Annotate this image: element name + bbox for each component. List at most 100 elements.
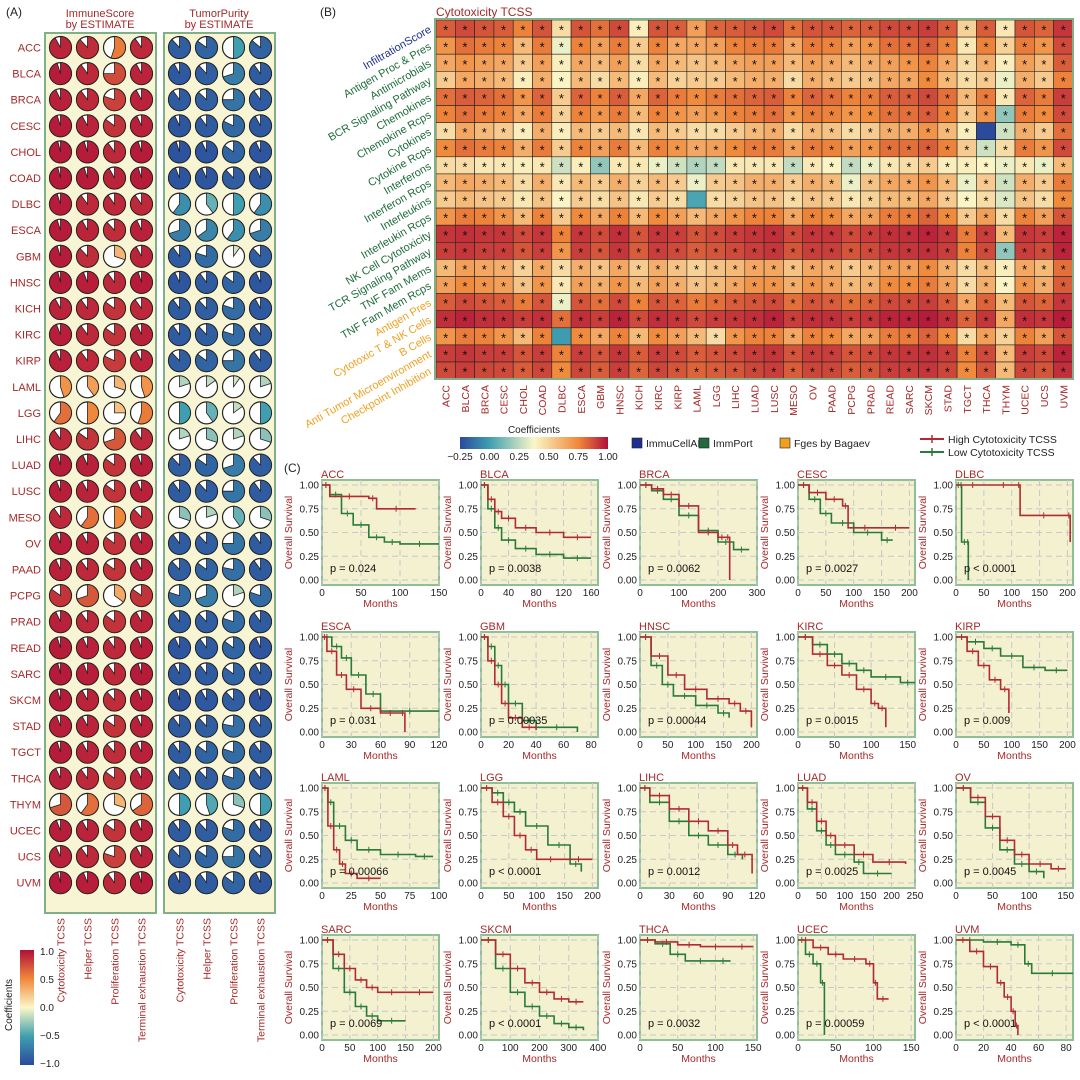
significance-star: * xyxy=(636,313,641,328)
significance-star: * xyxy=(1041,279,1046,294)
pie-slice xyxy=(103,479,126,503)
pie-slice xyxy=(103,871,126,895)
x-axis-label: Months xyxy=(681,750,715,762)
x-tick-label: 100 xyxy=(707,1043,724,1054)
pie-slice xyxy=(130,845,153,868)
colorbar-a-tick: 0.5 xyxy=(40,975,54,986)
cancer-label: BLCA xyxy=(12,69,41,81)
significance-star: * xyxy=(520,23,525,38)
significance-star: * xyxy=(868,296,873,311)
pie-slice xyxy=(49,62,72,85)
x-tick-label: 150 xyxy=(715,740,732,751)
pie-slice xyxy=(195,62,218,85)
significance-star: * xyxy=(655,176,660,191)
x-tick-label: 120 xyxy=(431,740,448,751)
pie-slice xyxy=(103,427,126,451)
significance-star: * xyxy=(520,91,525,106)
significance-star: * xyxy=(810,159,815,174)
significance-star: * xyxy=(1022,365,1027,380)
x-tick-label: 0 xyxy=(478,891,484,902)
significance-star: * xyxy=(810,245,815,260)
significance-star: * xyxy=(945,313,950,328)
pie-slice xyxy=(222,62,245,85)
y-tick-label: 0.00 xyxy=(300,576,320,587)
y-tick-label: 0.50 xyxy=(934,528,954,539)
significance-star: * xyxy=(1003,211,1008,226)
significance-star: * xyxy=(462,262,467,277)
significance-star: * xyxy=(887,125,892,140)
heatmap-column-label: GBM xyxy=(595,385,607,409)
significance-star: * xyxy=(752,296,757,311)
significance-star: * xyxy=(443,108,448,123)
x-tick-label: 75 xyxy=(404,891,416,902)
km-plot-background xyxy=(639,934,758,1041)
significance-star: * xyxy=(848,194,853,209)
x-axis-label: Months xyxy=(997,1053,1031,1065)
significance-star: * xyxy=(829,23,834,38)
pie-slice xyxy=(222,871,245,895)
significance-star: * xyxy=(868,176,873,191)
pie-slice xyxy=(114,584,126,603)
x-tick-label: 50 xyxy=(820,588,832,599)
pie-slice xyxy=(222,297,245,320)
heatmap-column-label: BRCA xyxy=(479,385,491,414)
km-plot-title: BRCA xyxy=(639,469,670,481)
heatmap-column-label: ESCA xyxy=(576,385,588,414)
significance-star: * xyxy=(501,108,506,123)
pie-slice xyxy=(49,766,72,790)
pie-slice xyxy=(49,297,72,320)
pie-slice xyxy=(260,401,272,425)
significance-star: * xyxy=(733,108,738,123)
significance-star: * xyxy=(752,279,757,294)
significance-star: * xyxy=(540,211,545,226)
x-tick-label: 150 xyxy=(556,891,573,902)
p-value-label: p < 0.0001 xyxy=(489,866,541,878)
significance-star: * xyxy=(791,262,796,277)
significance-star: * xyxy=(443,176,448,191)
significance-star: * xyxy=(829,108,834,123)
pie-slice xyxy=(222,688,245,712)
heatmap-column-label: SARC xyxy=(904,385,916,415)
pie-slice xyxy=(222,88,245,112)
km-curve-high xyxy=(798,484,910,529)
y-tick-label: 0.75 xyxy=(459,656,479,667)
x-tick-label: 200 xyxy=(743,740,760,751)
significance-star: * xyxy=(617,245,622,260)
significance-star: * xyxy=(713,211,718,226)
cancer-label: COAD xyxy=(9,173,41,185)
y-tick-label: 0.25 xyxy=(934,552,954,563)
source-legend-swatch xyxy=(698,437,710,449)
significance-star: * xyxy=(694,245,699,260)
pie-slice xyxy=(195,766,218,790)
y-axis-label: Overall Survival xyxy=(442,496,454,570)
survival-legend-label: High Cytotoxicity TCSS xyxy=(948,434,1057,446)
y-tick-label: 1.00 xyxy=(934,633,954,644)
significance-star: * xyxy=(617,91,622,106)
cancer-label: MESO xyxy=(9,512,42,524)
significance-star: * xyxy=(887,365,892,380)
significance-star: * xyxy=(810,347,815,362)
significance-star: * xyxy=(733,228,738,243)
y-tick-label: 0.50 xyxy=(300,680,320,691)
panel-a-label: (A) xyxy=(6,5,22,19)
y-tick-label: 1.00 xyxy=(300,936,320,947)
significance-star: * xyxy=(1061,142,1066,157)
pie-slice xyxy=(141,375,153,398)
significance-star: * xyxy=(926,365,931,380)
y-tick-label: 0.00 xyxy=(934,576,954,587)
x-tick-label: 150 xyxy=(860,891,877,902)
significance-star: * xyxy=(520,296,525,311)
cancer-label: UCS xyxy=(18,852,41,864)
significance-star: * xyxy=(675,296,680,311)
significance-star: * xyxy=(906,262,911,277)
significance-star: * xyxy=(1022,125,1027,140)
significance-star: * xyxy=(501,211,506,226)
pie-slice xyxy=(76,740,99,764)
significance-star: * xyxy=(906,74,911,89)
pie-slice xyxy=(103,740,126,764)
pie-slice xyxy=(253,192,272,216)
significance-star: * xyxy=(829,365,834,380)
km-curve-high xyxy=(322,787,381,880)
significance-star: * xyxy=(868,211,873,226)
